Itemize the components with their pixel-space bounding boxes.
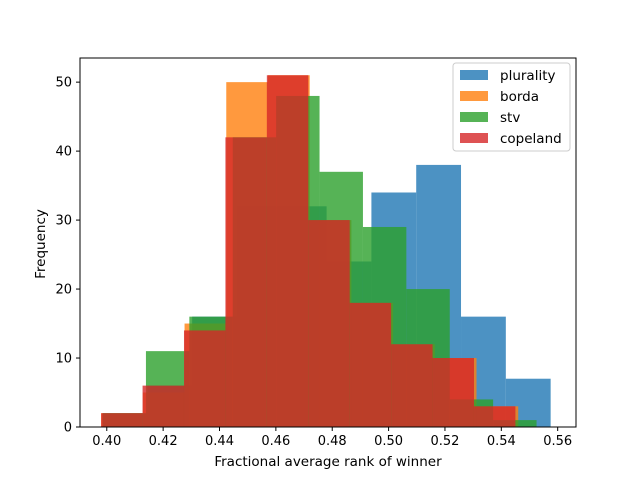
plot-frame [79, 57, 577, 428]
legend-item-copeland: copeland [460, 131, 562, 147]
x-tick-label: 0.46 [261, 434, 290, 449]
legend-label-plurality: plurality [500, 68, 555, 84]
bar-copeland-2 [183, 330, 226, 427]
legend-item-borda: borda [460, 89, 539, 105]
y-tick-label: 40 [55, 145, 72, 160]
histogram-bars [101, 75, 551, 428]
bar-copeland-9 [473, 406, 516, 427]
bar-copeland-0 [101, 413, 143, 427]
x-tick-label: 0.50 [374, 434, 403, 449]
y-tick-label: 50 [55, 76, 72, 91]
bar-copeland-6 [349, 302, 392, 427]
y-tick-label: 10 [55, 352, 72, 367]
legend-label-stv: stv [500, 110, 520, 126]
y-tick-label: 30 [55, 214, 72, 229]
x-tick-label: 0.42 [149, 434, 178, 449]
x-tick-label: 0.52 [430, 434, 459, 449]
y-tick-label: 0 [64, 421, 72, 436]
x-tick-label: 0.48 [318, 434, 347, 449]
legend-item-plurality: plurality [460, 68, 555, 84]
x-axis-label: Fractional average rank of winner [214, 454, 442, 470]
x-tick-label: 0.40 [92, 434, 121, 449]
bar-copeland-1 [142, 385, 184, 427]
bar-copeland-7 [391, 344, 433, 427]
legend: plurality borda stv copeland [452, 62, 571, 152]
legend-item-stv: stv [460, 110, 520, 126]
legend-box [452, 62, 571, 152]
y-tick-label: 20 [55, 283, 72, 298]
legend-swatch-stv [460, 112, 488, 122]
legend-label-borda: borda [500, 89, 539, 105]
legend-swatch-copeland [460, 133, 488, 143]
x-tick-label: 0.56 [543, 434, 572, 449]
axes [79, 57, 577, 428]
x-tick-label: 0.44 [205, 434, 234, 449]
legend-swatch-borda [460, 91, 488, 101]
axis-ticks: 0.40 0.42 0.44 0.46 0.48 0.50 0.52 0.54 0.56 0 10 2… [55, 76, 572, 449]
legend-swatch-plurality [460, 70, 488, 80]
series-copeland [101, 75, 516, 428]
bar-copeland-3 [225, 137, 267, 428]
y-axis-label: Frequency [33, 209, 49, 279]
x-tick-label: 0.54 [487, 434, 516, 449]
bar-copeland-8 [432, 358, 474, 427]
bar-copeland-4 [266, 75, 309, 428]
bar-copeland-5 [308, 220, 350, 427]
legend-label-copeland: copeland [500, 131, 562, 147]
